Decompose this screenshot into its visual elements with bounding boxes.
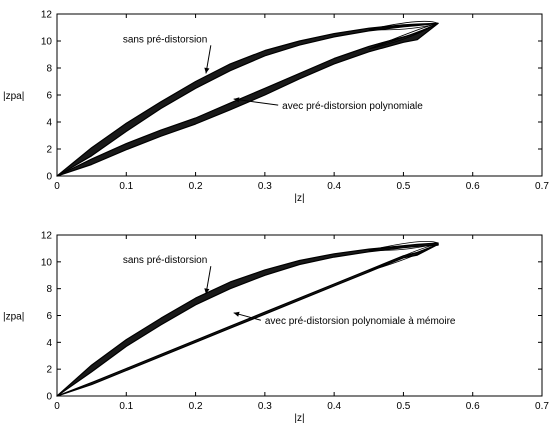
series-strand-1	[368, 244, 439, 272]
y-tick-label: 2	[46, 365, 52, 376]
series-strand-1	[368, 23, 439, 50]
y-tick-label: 2	[46, 145, 52, 156]
annotation-label: sans pré-distorsion	[123, 34, 207, 45]
x-tick-label: 0.5	[396, 401, 410, 412]
y-tick-label: 8	[46, 64, 52, 75]
x-tick-label: 0.7	[535, 401, 549, 412]
y-axis-label: |zpa|	[3, 91, 24, 102]
series-band-1	[56, 243, 439, 397]
series-strand-0	[368, 242, 439, 251]
annotation-arrowhead	[204, 288, 210, 295]
series-strand-1	[368, 23, 439, 50]
x-tick-label: 0.5	[396, 181, 410, 192]
series-band-1	[56, 22, 439, 177]
series-strand-1	[368, 243, 439, 272]
x-axis-label: |z|	[294, 413, 304, 424]
y-tick-label: 0	[46, 392, 52, 403]
x-tick-label: 0	[54, 401, 60, 412]
series-strand-1	[368, 23, 439, 50]
x-tick-label: 0.6	[466, 181, 480, 192]
x-tick-label: 0.2	[189, 401, 203, 412]
x-tick-label: 0.4	[327, 401, 341, 412]
annotation-arrowhead	[233, 311, 240, 317]
x-tick-label: 0.3	[258, 401, 272, 412]
series-strand-0	[368, 23, 439, 30]
series-strand-0	[368, 20, 439, 30]
y-tick-label: 4	[46, 338, 52, 349]
series-strand-0	[368, 240, 439, 251]
y-tick-label: 0	[46, 172, 52, 183]
x-tick-label: 0.6	[466, 401, 480, 412]
x-axis-label: |z|	[294, 193, 304, 204]
annotation-arrow	[233, 98, 279, 106]
y-tick-label: 12	[41, 231, 53, 242]
y-axis-label: |zpa|	[3, 312, 24, 323]
annotation-label: avec pré-distorsion polynomiale à mémoir…	[265, 316, 456, 327]
y-tick-label: 6	[46, 91, 52, 102]
x-tick-label: 0.4	[327, 181, 341, 192]
x-tick-label: 0.7	[535, 181, 549, 192]
y-tick-label: 10	[41, 37, 53, 48]
x-tick-label: 0.1	[119, 401, 133, 412]
top-panel: 0 0.1 0.2 0.3 0.4 0.5 0.6 0.7 0 2 4 6 8 10 12 |z| |zpa| s…	[3, 10, 549, 205]
x-tick-label: 0.2	[189, 181, 203, 192]
y-tick-label: 12	[41, 10, 53, 21]
annotation-label: sans pré-distorsion	[123, 255, 207, 266]
annotation-label: avec pré-distorsion polynomiale	[282, 101, 423, 112]
x-tick-label: 0	[54, 181, 60, 192]
bottom-panel: 0 0.1 0.2 0.3 0.4 0.5 0.6 0.7 0 2 4 6 8 10 12 |z| |zpa| s…	[3, 231, 549, 425]
annotation-arrowhead	[204, 67, 210, 74]
y-tick-label: 6	[46, 311, 52, 322]
annotation-arrowhead	[233, 97, 240, 103]
y-tick-label: 4	[46, 118, 52, 129]
y-tick-label: 8	[46, 284, 52, 295]
series-strand-1	[368, 244, 439, 272]
y-tick-label: 10	[41, 257, 53, 268]
x-tick-label: 0.1	[119, 181, 133, 192]
series-strand-0	[368, 242, 439, 251]
x-tick-label: 0.3	[258, 181, 272, 192]
